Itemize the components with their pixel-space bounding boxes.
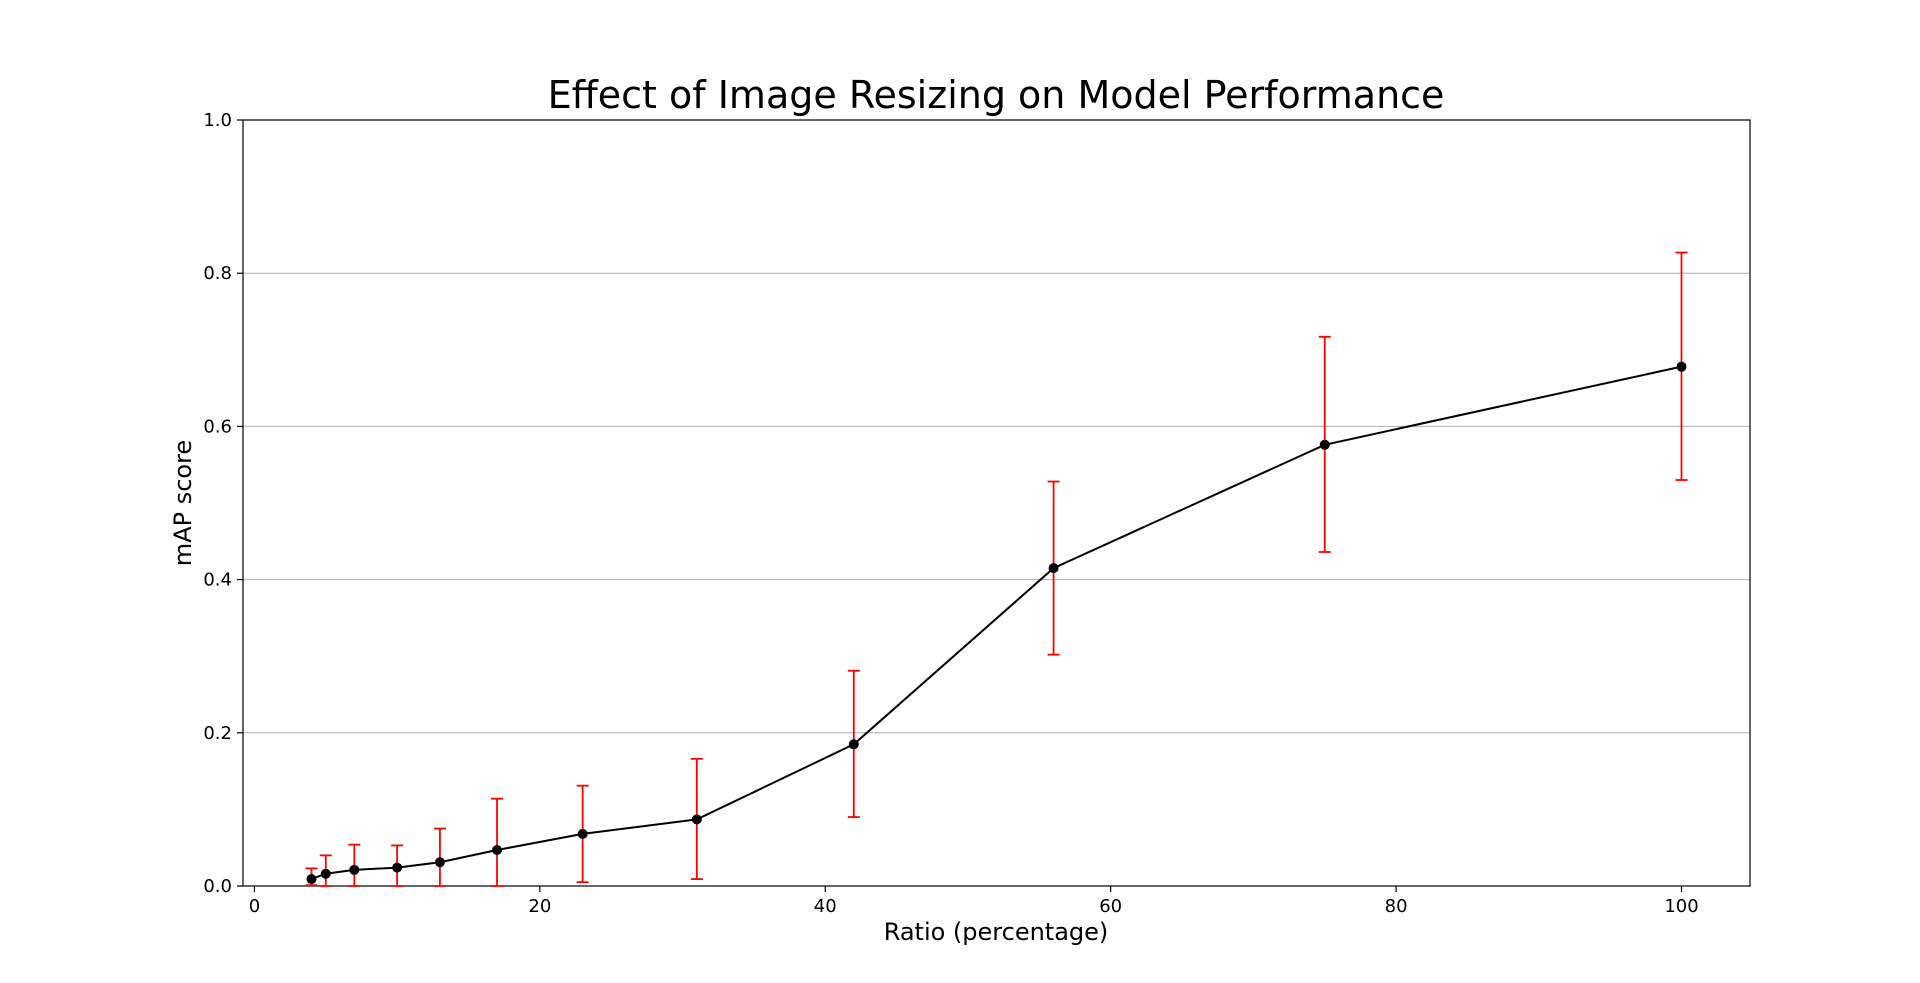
data-point xyxy=(320,868,331,879)
data-point xyxy=(1676,361,1687,372)
x-tick-label: 40 xyxy=(814,896,837,917)
data-point xyxy=(434,857,445,868)
ticks-layer: 0.0 0.2 0.4 0.6 0.8 1.0 0 20 40 60 80 100 xyxy=(203,110,1698,917)
y-tick-label: 0.0 xyxy=(203,876,232,897)
y-tick-label: 0.6 xyxy=(203,416,232,437)
data-point xyxy=(1319,439,1330,450)
y-axis-label: mAP score xyxy=(169,440,197,566)
data-point xyxy=(349,864,360,875)
y-tick-label: 0.4 xyxy=(203,570,232,591)
points-layer xyxy=(306,361,1687,885)
data-point xyxy=(691,814,702,825)
x-tick-label: 0 xyxy=(249,896,260,917)
chart-title: Effect of Image Resizing on Model Perfor… xyxy=(548,73,1445,117)
series-line xyxy=(311,365,1682,881)
error-bar xyxy=(491,797,504,887)
data-point xyxy=(848,739,859,750)
x-tick-label: 100 xyxy=(1664,896,1698,917)
data-point xyxy=(492,844,503,855)
y-tick-label: 0.2 xyxy=(203,723,232,744)
x-axis-label: Ratio (percentage) xyxy=(884,918,1109,946)
line-layer xyxy=(311,365,1682,881)
data-point xyxy=(306,874,317,885)
y-tick-label: 1.0 xyxy=(203,110,232,131)
data-point xyxy=(1048,563,1059,574)
x-tick-label: 80 xyxy=(1385,896,1408,917)
plot-frame xyxy=(242,119,1751,887)
y-tick-label: 0.8 xyxy=(203,263,232,284)
errorbar-layer xyxy=(305,251,1688,887)
grid-layer xyxy=(243,272,1750,734)
data-point xyxy=(577,828,588,839)
data-point xyxy=(392,862,403,873)
x-tick-label: 60 xyxy=(1099,896,1122,917)
x-tick-label: 20 xyxy=(528,896,551,917)
